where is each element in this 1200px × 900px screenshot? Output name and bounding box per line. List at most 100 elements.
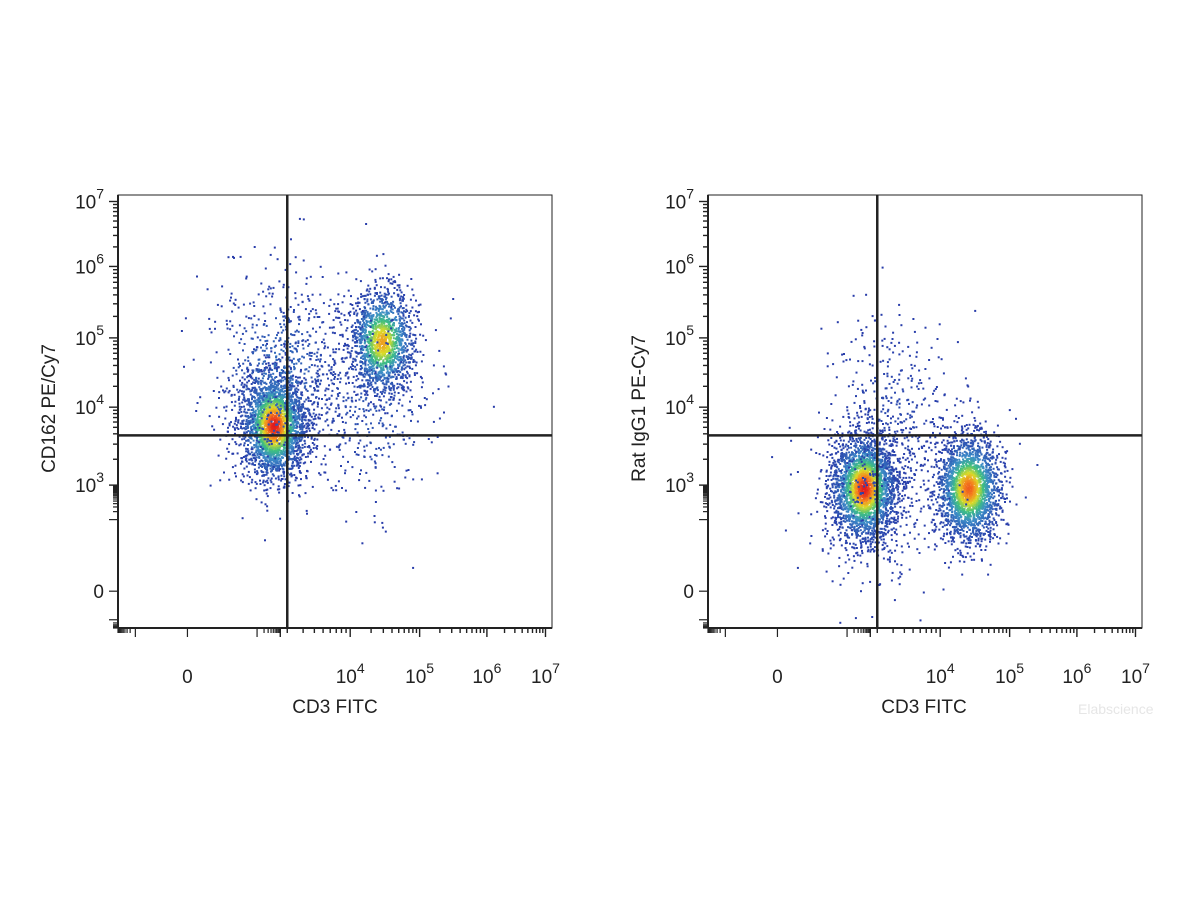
event-dot <box>360 336 363 339</box>
event-dot <box>294 408 297 411</box>
event-dot <box>326 346 329 349</box>
event-dot <box>247 416 250 419</box>
event-dot <box>382 369 385 371</box>
event-dot <box>258 457 261 459</box>
event-dot <box>300 381 303 384</box>
event-dot <box>390 334 393 337</box>
event-dot <box>305 282 308 285</box>
event-dot <box>273 396 276 398</box>
event-dot <box>264 320 267 322</box>
event-dot <box>389 356 392 359</box>
event-dot <box>254 432 257 435</box>
event-dot <box>297 330 300 333</box>
event-dot <box>310 460 312 463</box>
event-dot <box>259 389 262 392</box>
event-dot <box>336 414 339 417</box>
event-dot <box>245 315 248 318</box>
event-dot <box>380 417 383 420</box>
event-dot <box>388 325 390 328</box>
event-dot <box>311 426 314 429</box>
event-dot <box>245 415 248 418</box>
event-dot <box>278 382 281 385</box>
event-dot <box>349 314 351 317</box>
event-dot <box>261 414 264 417</box>
event-dot <box>245 388 248 391</box>
event-dot <box>403 389 406 392</box>
event-dot <box>258 455 261 458</box>
event-dot <box>382 333 385 336</box>
event-dot <box>295 460 298 463</box>
event-dot <box>298 444 300 447</box>
event-dot <box>225 405 228 408</box>
event-dot <box>420 377 423 380</box>
event-dot <box>269 303 272 306</box>
event-dot <box>291 350 294 353</box>
event-dot <box>374 454 377 456</box>
event-dot <box>369 321 372 324</box>
event-dot <box>390 365 393 368</box>
event-dot <box>248 435 251 438</box>
event-dot <box>270 458 273 460</box>
event-dot <box>281 376 284 379</box>
event-dot <box>405 356 408 359</box>
event-dot <box>357 333 360 336</box>
event-dot <box>261 440 264 443</box>
event-dot <box>227 348 230 351</box>
event-dot <box>364 323 367 326</box>
event-dot <box>256 436 259 439</box>
event-dot <box>294 419 297 422</box>
event-dot <box>258 362 260 365</box>
event-dot <box>261 362 264 365</box>
event-dot <box>364 364 367 367</box>
event-dot <box>300 423 303 426</box>
event-dot <box>282 329 285 332</box>
event-dot <box>388 435 391 438</box>
event-dot <box>247 450 250 453</box>
event-dot <box>354 428 357 431</box>
event-dot <box>392 387 395 389</box>
event-dot <box>406 345 409 348</box>
event-dot <box>293 347 296 350</box>
event-dot <box>373 294 376 297</box>
event-dot <box>360 295 363 298</box>
event-dot <box>254 454 257 457</box>
event-dot <box>367 428 370 430</box>
event-dot <box>400 361 403 363</box>
event-dot <box>372 353 375 356</box>
event-dot <box>402 374 405 377</box>
event-dot <box>364 336 367 339</box>
event-dot <box>315 396 318 398</box>
event-dot <box>232 425 235 428</box>
event-dot <box>399 330 402 333</box>
event-dot <box>383 325 386 327</box>
event-dot <box>274 461 277 464</box>
event-dot <box>340 323 343 326</box>
event-dot <box>397 330 400 333</box>
event-dot <box>311 403 314 406</box>
event-dot <box>295 362 298 365</box>
event-dot <box>388 371 390 374</box>
event-dot <box>255 482 258 485</box>
event-dot <box>294 400 297 403</box>
event-dot <box>290 238 292 241</box>
event-dot <box>280 432 282 435</box>
event-dot <box>242 456 245 458</box>
event-dot <box>388 392 391 395</box>
event-dot <box>284 390 287 392</box>
event-dot <box>275 440 278 443</box>
event-dot <box>412 294 415 297</box>
event-dot <box>265 463 268 466</box>
event-dot <box>267 362 270 365</box>
event-dot <box>316 405 319 408</box>
event-dot <box>287 442 290 445</box>
event-dot <box>262 404 265 407</box>
event-dot <box>291 395 294 398</box>
event-dot <box>235 331 238 334</box>
event-dot <box>449 317 452 320</box>
event-dot <box>369 376 371 379</box>
event-dot <box>362 311 365 314</box>
event-dot <box>299 318 301 321</box>
event-dot <box>374 346 377 349</box>
event-dot <box>266 479 269 482</box>
event-dot <box>406 310 409 313</box>
